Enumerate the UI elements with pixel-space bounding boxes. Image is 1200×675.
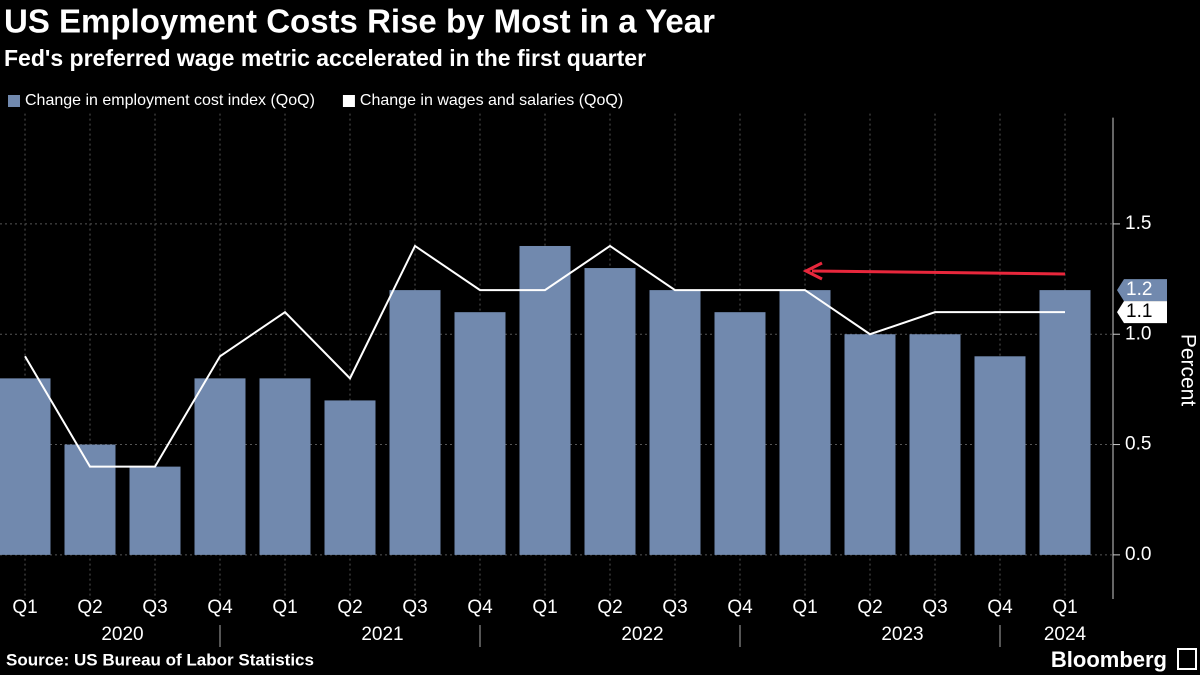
bar [974, 356, 1026, 555]
x-tick-label: Q2 [857, 597, 882, 618]
x-group-label: 2021 [361, 624, 403, 645]
x-tick-label: Q1 [272, 597, 297, 618]
legend: Change in employment cost index (QoQ) Cha… [8, 92, 623, 109]
bar [64, 444, 116, 555]
bar [129, 466, 181, 555]
bar [909, 334, 961, 555]
chart-title: US Employment Costs Rise by Most in a Ye… [4, 3, 715, 40]
x-tick-label: Q2 [77, 597, 102, 618]
chart-subtitle: Fed's preferred wage metric accelerated … [4, 45, 646, 71]
annotation-arrow [802, 261, 1066, 281]
x-tick-label: Q1 [532, 597, 557, 618]
end-value-label: 1.2 [1126, 279, 1152, 300]
bar [779, 290, 831, 555]
bar [1039, 290, 1091, 555]
x-tick-label: Q1 [1052, 597, 1077, 618]
bar [519, 245, 571, 555]
y-tick-label: 1.5 [1125, 213, 1151, 234]
legend-label: Change in employment cost index (QoQ) [25, 92, 315, 109]
x-group-label: 2022 [621, 624, 663, 645]
x-tick-label: Q1 [12, 597, 37, 618]
bar [259, 378, 311, 555]
x-group-label: 2023 [881, 624, 923, 645]
x-tick-label: Q3 [662, 597, 687, 618]
source: Source: US Bureau of Labor Statistics [6, 650, 314, 669]
line [24, 244, 1065, 468]
legend-swatch [8, 95, 20, 107]
bar [454, 312, 506, 555]
bar [324, 400, 376, 555]
y-axis-title: Percent [1176, 334, 1199, 407]
x-tick-label: Q2 [597, 597, 622, 618]
x-tick-label: Q4 [467, 597, 493, 618]
y-tick-label: 1.0 [1125, 323, 1151, 344]
x-tick-label: Q4 [987, 597, 1013, 618]
x-tick-label: Q1 [792, 597, 817, 618]
legend-label: Change in wages and salaries (QoQ) [360, 92, 623, 109]
x-tick-label: Q3 [402, 597, 427, 618]
bar [844, 334, 896, 555]
x-tick-label: Q3 [142, 597, 167, 618]
bar [714, 312, 766, 555]
bar [194, 378, 246, 555]
end-value-tag: 1.2 [1117, 279, 1167, 302]
legend-swatch [342, 95, 355, 107]
end-value-label: 1.1 [1126, 301, 1152, 322]
bar [584, 268, 636, 555]
y-tick-label: 0.0 [1125, 544, 1151, 565]
x-tick-label: Q4 [207, 597, 233, 618]
brand: Bloomberg [1051, 647, 1167, 672]
end-value-tag: 1.1 [1117, 301, 1167, 324]
brand-icon [1177, 648, 1197, 670]
x-tick-label: Q3 [922, 597, 947, 618]
x-tick-label: Q4 [727, 597, 753, 618]
x-group-label: 2024 [1044, 624, 1087, 645]
tag-box [1117, 279, 1167, 302]
bar [649, 290, 701, 555]
tag-box [1117, 301, 1167, 324]
bar [389, 290, 441, 555]
x-group-label: 2020 [101, 624, 143, 645]
x-tick-label: Q2 [337, 597, 362, 618]
bar [0, 378, 51, 555]
y-tick-label: 0.5 [1125, 434, 1151, 455]
